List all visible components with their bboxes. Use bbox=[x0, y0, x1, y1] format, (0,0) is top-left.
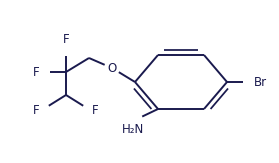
Text: F: F bbox=[33, 104, 40, 117]
Text: F: F bbox=[63, 33, 69, 46]
Text: F: F bbox=[92, 104, 98, 117]
Text: O: O bbox=[107, 61, 117, 74]
Text: H₂N: H₂N bbox=[122, 123, 144, 136]
Text: F: F bbox=[33, 66, 40, 79]
Text: Br: Br bbox=[254, 75, 267, 89]
